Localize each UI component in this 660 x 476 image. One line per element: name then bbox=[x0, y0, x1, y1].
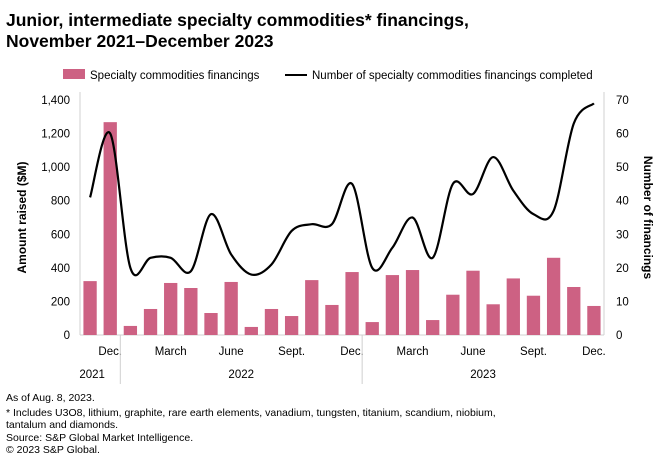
y2-tick-label: 40 bbox=[616, 196, 629, 208]
notes: As of Aug. 8, 2023. * Includes U3O8, lit… bbox=[6, 392, 496, 457]
bar bbox=[143, 308, 158, 335]
legend-bar-swatch bbox=[63, 69, 85, 79]
bar bbox=[284, 316, 299, 335]
x-tick-label: June bbox=[219, 346, 244, 358]
chart-svg: 0 200 400 600 800 1,000 1,200 1,400 0 10 20 30 40 50 6… bbox=[15, 69, 655, 384]
x-tick-label: Dec. bbox=[582, 346, 606, 358]
y-tick-label: 600 bbox=[51, 229, 70, 241]
year-label: 2022 bbox=[228, 369, 254, 381]
legend-line-label: Number of specialty commodities financin… bbox=[312, 70, 593, 82]
bar bbox=[264, 308, 279, 335]
y2-tick-label: 50 bbox=[616, 162, 629, 174]
chart-title: Junior, intermediate specialty commoditi… bbox=[6, 10, 469, 52]
bar bbox=[184, 288, 198, 335]
source-note: Source: S&P Global Market Intelligence. bbox=[6, 431, 194, 444]
y2-tick-label: 60 bbox=[616, 129, 629, 141]
bar bbox=[486, 304, 500, 335]
bar bbox=[466, 270, 480, 335]
y-tick-label: 1,200 bbox=[41, 129, 70, 141]
y-axis-title: Amount raised ($M) bbox=[15, 161, 29, 273]
legend-bar-label: Specialty commodities financings bbox=[90, 70, 260, 82]
x-tick-label: June bbox=[461, 346, 486, 358]
series-line bbox=[89, 102, 595, 277]
bar bbox=[426, 320, 440, 335]
bar bbox=[365, 322, 379, 335]
x-tick-label: Sept. bbox=[520, 346, 547, 358]
y-tick-label: 1,000 bbox=[41, 162, 70, 174]
bar bbox=[123, 325, 138, 335]
y2-tick-label: 20 bbox=[616, 263, 629, 275]
footnote: * Includes U3O8, lithium, graphite, rare… bbox=[6, 406, 496, 419]
x-tick-label: Sept. bbox=[278, 346, 305, 358]
bar bbox=[164, 282, 178, 335]
x-tick-label: Dec. bbox=[98, 346, 122, 358]
y-tick-label: 0 bbox=[64, 330, 70, 342]
copyright: © 2023 S&P Global. bbox=[6, 444, 100, 456]
year-label: 2023 bbox=[470, 369, 496, 381]
y2-tick-label: 30 bbox=[616, 229, 629, 241]
y-tick-label: 200 bbox=[51, 296, 70, 308]
x-tick-label: March bbox=[397, 346, 429, 358]
bar bbox=[385, 275, 400, 335]
bar bbox=[567, 286, 581, 335]
title-line-1: Junior, intermediate specialty commoditi… bbox=[6, 10, 469, 30]
bar bbox=[224, 281, 238, 335]
bar bbox=[305, 280, 319, 335]
as-of-note: As of Aug. 8, 2023. bbox=[6, 392, 95, 404]
bar bbox=[325, 304, 339, 335]
bar bbox=[83, 281, 97, 335]
year-label: 2021 bbox=[79, 369, 105, 381]
bar bbox=[345, 272, 359, 335]
x-tick-label: Dec. bbox=[340, 346, 364, 358]
bar bbox=[103, 122, 117, 336]
y-tick-label: 800 bbox=[51, 196, 70, 208]
y-tick-label: 1,400 bbox=[41, 95, 70, 107]
y2-axis-title: Number of financings bbox=[641, 156, 655, 280]
bar bbox=[587, 305, 601, 335]
bar bbox=[506, 278, 520, 335]
bar bbox=[446, 294, 460, 335]
bar bbox=[244, 326, 258, 335]
bar bbox=[204, 313, 218, 335]
title-line-2: November 2021–December 2023 bbox=[6, 31, 274, 51]
bar bbox=[546, 257, 561, 335]
bar bbox=[526, 295, 541, 335]
x-tick-label: March bbox=[155, 346, 187, 358]
bar bbox=[405, 270, 420, 335]
y-tick-label: 400 bbox=[51, 263, 70, 275]
y2-tick-label: 10 bbox=[616, 296, 629, 308]
y2-tick-label: 0 bbox=[616, 330, 622, 342]
y2-tick-label: 70 bbox=[616, 95, 629, 107]
footnote-cont: tantalum and diamonds. bbox=[6, 419, 119, 431]
